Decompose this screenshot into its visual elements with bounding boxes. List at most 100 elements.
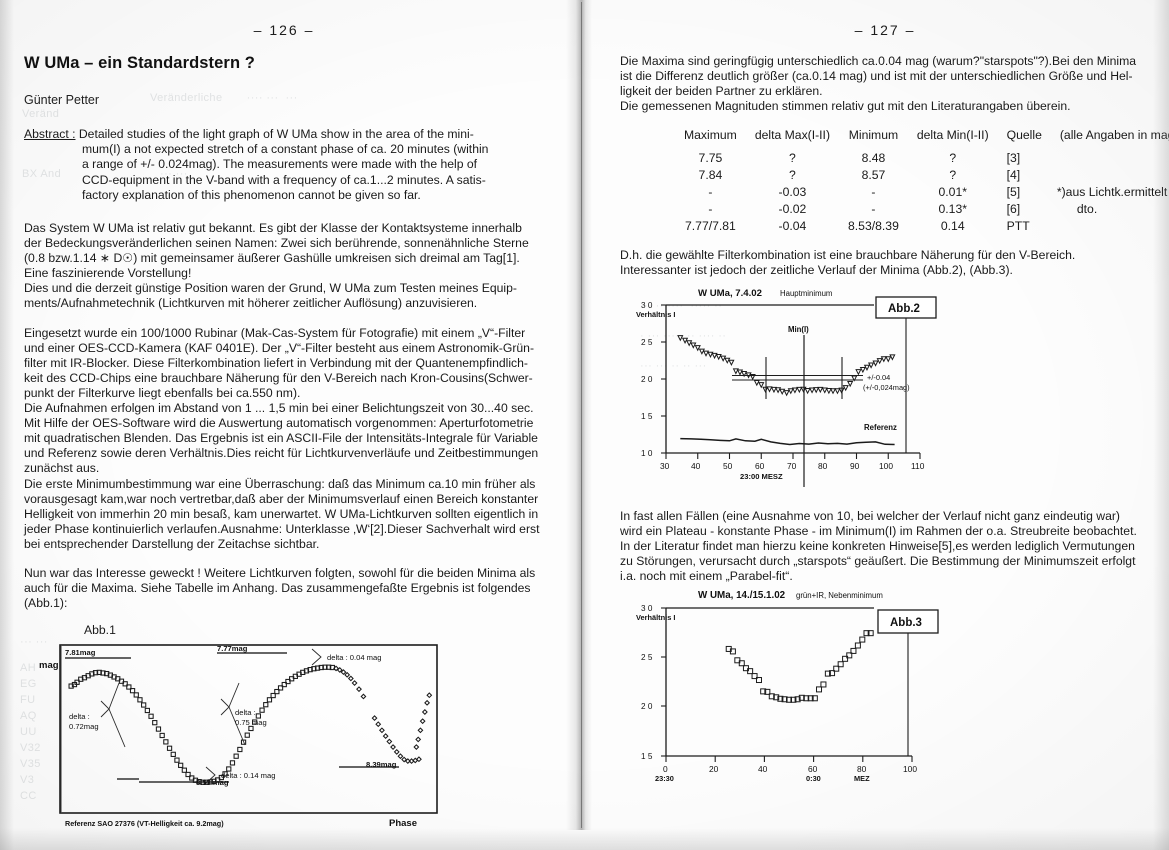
fig2-min-marker: Min(I) (788, 325, 809, 334)
col-maximum: Maximum (684, 128, 737, 143)
fig3-title: W UMa, 14./15.1.02 (698, 590, 786, 601)
fig2-box-label: Abb.2 (888, 303, 920, 315)
fig2-xtick-40: 40 (691, 461, 701, 471)
fig2-xtick-50: 50 (723, 461, 733, 471)
abstract-line-0: Detailed studies of the light graph of W… (78, 127, 474, 141)
right-paragraph-3: In fast allen Fällen (eine Ausnahme von … (620, 509, 1150, 584)
fig2-ytick-10: 1 0 (641, 449, 653, 458)
cell: ? (949, 150, 957, 165)
fig3-xtick-0: 0 (663, 764, 668, 774)
fig2-ytick-20: 2 0 (641, 375, 653, 384)
line: vorausgesagt kam,war noch vertretbar,daß… (24, 491, 539, 506)
line: ligkeit der beiden Partner zu erklären. (620, 84, 823, 99)
cell: 7.75 (698, 150, 723, 165)
line: auch für die Maxima. Siehe Tabelle im An… (24, 581, 531, 596)
fig1-label-max1: 7.81mag (65, 648, 96, 657)
figure-abb1: Abb.1 (24, 623, 544, 828)
line: Interessanter ist jedoch der zeitliche V… (620, 263, 1013, 278)
cell: 7.84 (698, 167, 723, 182)
fig2-y-axis-label: Verhältnis I (636, 310, 675, 319)
col-delta-max: delta Max(I-II) (754, 128, 831, 143)
cell: -0.03 (778, 184, 807, 199)
line: Die erste Minimumbestimmung war eine Übe… (24, 476, 536, 491)
page-title: W UMa – ein Standardstern ? (24, 54, 255, 72)
figure-abb1-label: Abb.1 (84, 623, 116, 638)
abstract-line-4: factory explanation of this phenomenon c… (82, 187, 421, 202)
cell: dto. (1076, 201, 1098, 216)
fig2-ytick-30: 3 0 (641, 301, 653, 310)
abstract-block: Abstract : Detailed studies of the light… (24, 127, 544, 203)
abstract-line-1: mum(I) a not expected stretch of a const… (82, 142, 489, 157)
fig3-y-axis-label: Verhältnis I (636, 613, 675, 622)
fig1-delta-left-2: 0.72mag (69, 722, 99, 731)
fig2-xtick-110: 110 (911, 461, 925, 471)
fig2-ytick-15: 1 5 (641, 412, 653, 421)
cell: 8.53/8.39 (848, 218, 899, 233)
line: zunächst aus. (24, 461, 100, 476)
fig1-x-axis-label: Phase (389, 818, 417, 828)
fig2-subtitle: Hauptminimum (780, 289, 832, 298)
line: wird ein Plateau - konstante Phase - im … (620, 523, 1137, 538)
line: der Bedeckungsveränderlichen seinen Name… (24, 236, 529, 251)
cell: - (708, 201, 713, 216)
cell: - (708, 184, 713, 199)
fig3-box-label: Abb.3 (890, 617, 922, 629)
fig2-xtick-60: 60 (755, 461, 765, 471)
left-page-column: – 126 – W UMa – ein Standardstern ? Günt… (24, 22, 544, 828)
fig2-ytick-25: 2 5 (641, 338, 653, 347)
cell: [5] (1006, 184, 1021, 199)
fig3-xtick-40: 40 (758, 764, 768, 774)
line: In der Literatur findet man hierzu keine… (620, 538, 1135, 553)
page-edge-bottom (0, 828, 1169, 850)
abstract-line-3: CCD-equipment in the V-band with a frequ… (82, 172, 486, 187)
fig1-delta-right-1: delta : (235, 708, 256, 717)
fig1-delta-right-2: 0.75 mag (235, 718, 267, 727)
right-paragraph-2: D.h. die gewählte Filterkombination ist … (620, 248, 1150, 278)
fig1-delta-left-1: delta : (69, 712, 90, 721)
col-minimum: Minimum (848, 128, 899, 143)
fig3-ytick-25: 2 5 (641, 653, 653, 662)
fig3-xtick-100: 100 (903, 764, 917, 774)
col-quelle: Quelle (1006, 128, 1042, 143)
cell: [6] (1006, 201, 1021, 216)
line: In fast allen Fällen (eine Ausnahme von … (620, 508, 1120, 523)
fig2-xtick-70: 70 (787, 461, 797, 471)
page-number-right: – 127 – (854, 22, 916, 38)
table-row: 7.84 ? 8.57 ? [4] (675, 166, 1169, 183)
cell: 0.14 (940, 218, 965, 233)
fig1-y-axis-label: mag (39, 660, 59, 671)
line: ments/Aufnahmetechnik (Lichtkurven mit h… (24, 296, 478, 311)
line: keit des CCD-Chips eine brauchbare Näher… (24, 370, 533, 385)
line: i.a. noch mit einem „Parabel-fit“. (620, 568, 793, 583)
page-edge-left (0, 0, 14, 850)
cell (1051, 166, 1169, 183)
line: und einer OES-CCD-Kamera (KAF 0401E). De… (24, 340, 535, 355)
magnitude-table: Maximum delta Max(I-II) Minimum delta Mi… (675, 128, 1169, 234)
fig3-ytick-15: 1 5 (641, 752, 653, 761)
cell: -0.02 (778, 201, 807, 216)
table-row: - -0.02 - 0.13* [6] dto. (675, 200, 1169, 217)
fig1-caption: Referenz SAO 27376 (VT-Helligkeit ca. 9.… (65, 819, 224, 828)
figure-abb2: W UMa, 7.4.02 Hauptminimum Abb.2 (620, 287, 1150, 497)
cell: PTT (1006, 218, 1030, 233)
cell: 8.48 (861, 150, 886, 165)
cell: - (871, 184, 876, 199)
fig1-delta-min: delta : 0.14 mag (221, 771, 275, 780)
line: Die gemessenen Magnituden stimmen relati… (620, 99, 1071, 114)
cell: ? (789, 150, 796, 165)
fig3-ytick-30: 3 0 (641, 604, 653, 613)
cell: ? (789, 167, 796, 182)
table-row: 7.77/7.81 -0.04 8.53/8.39 0.14 PTT (675, 217, 1169, 234)
cell: [3] (1006, 150, 1021, 165)
fig2-xtick-100: 100 (879, 461, 893, 471)
fig3-xaxis-note-start: 23:30 (655, 774, 674, 783)
line: Die Maxima sind geringfügig unterschiedl… (620, 54, 1137, 68)
paragraph-1: Das System W UMa ist relativ gut bekannt… (24, 221, 544, 312)
fig2-band-label: +/-0.04 (867, 373, 890, 382)
fig2-title: W UMa, 7.4.02 (698, 288, 762, 299)
line: mit quadratischen Blenden. Das Ergebnis … (24, 431, 538, 446)
cell: [4] (1006, 167, 1021, 182)
page-number-left: – 126 – (253, 22, 315, 38)
cell (1051, 217, 1169, 234)
